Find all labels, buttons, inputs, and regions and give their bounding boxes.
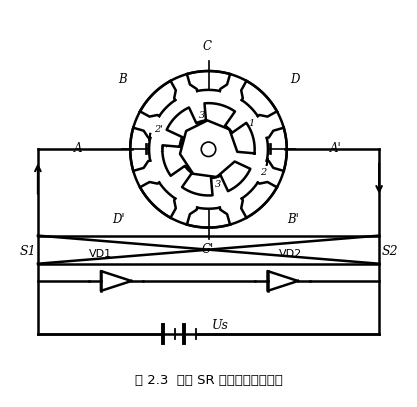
Text: S2: S2	[382, 245, 398, 258]
Text: A': A'	[329, 142, 341, 155]
Text: 2: 2	[259, 168, 266, 177]
Text: VD2: VD2	[279, 249, 302, 259]
Text: D: D	[290, 72, 299, 85]
Text: VD1: VD1	[88, 249, 112, 259]
Text: Us: Us	[212, 319, 229, 332]
Text: B': B'	[287, 213, 299, 226]
Text: 图 2.3  四相 SR 电动机运行原理图: 图 2.3 四相 SR 电动机运行原理图	[135, 374, 282, 387]
Text: D': D'	[112, 213, 125, 226]
Text: 3: 3	[215, 180, 221, 189]
Text: C: C	[203, 40, 212, 53]
Text: 2': 2'	[154, 125, 163, 134]
Text: 3': 3'	[199, 112, 208, 120]
Text: C': C'	[201, 243, 214, 256]
Circle shape	[201, 142, 216, 157]
Text: A: A	[74, 142, 82, 155]
Text: S1: S1	[20, 245, 36, 258]
Text: B: B	[118, 72, 126, 85]
Text: 1: 1	[249, 119, 255, 128]
Text: 1': 1'	[159, 145, 168, 154]
